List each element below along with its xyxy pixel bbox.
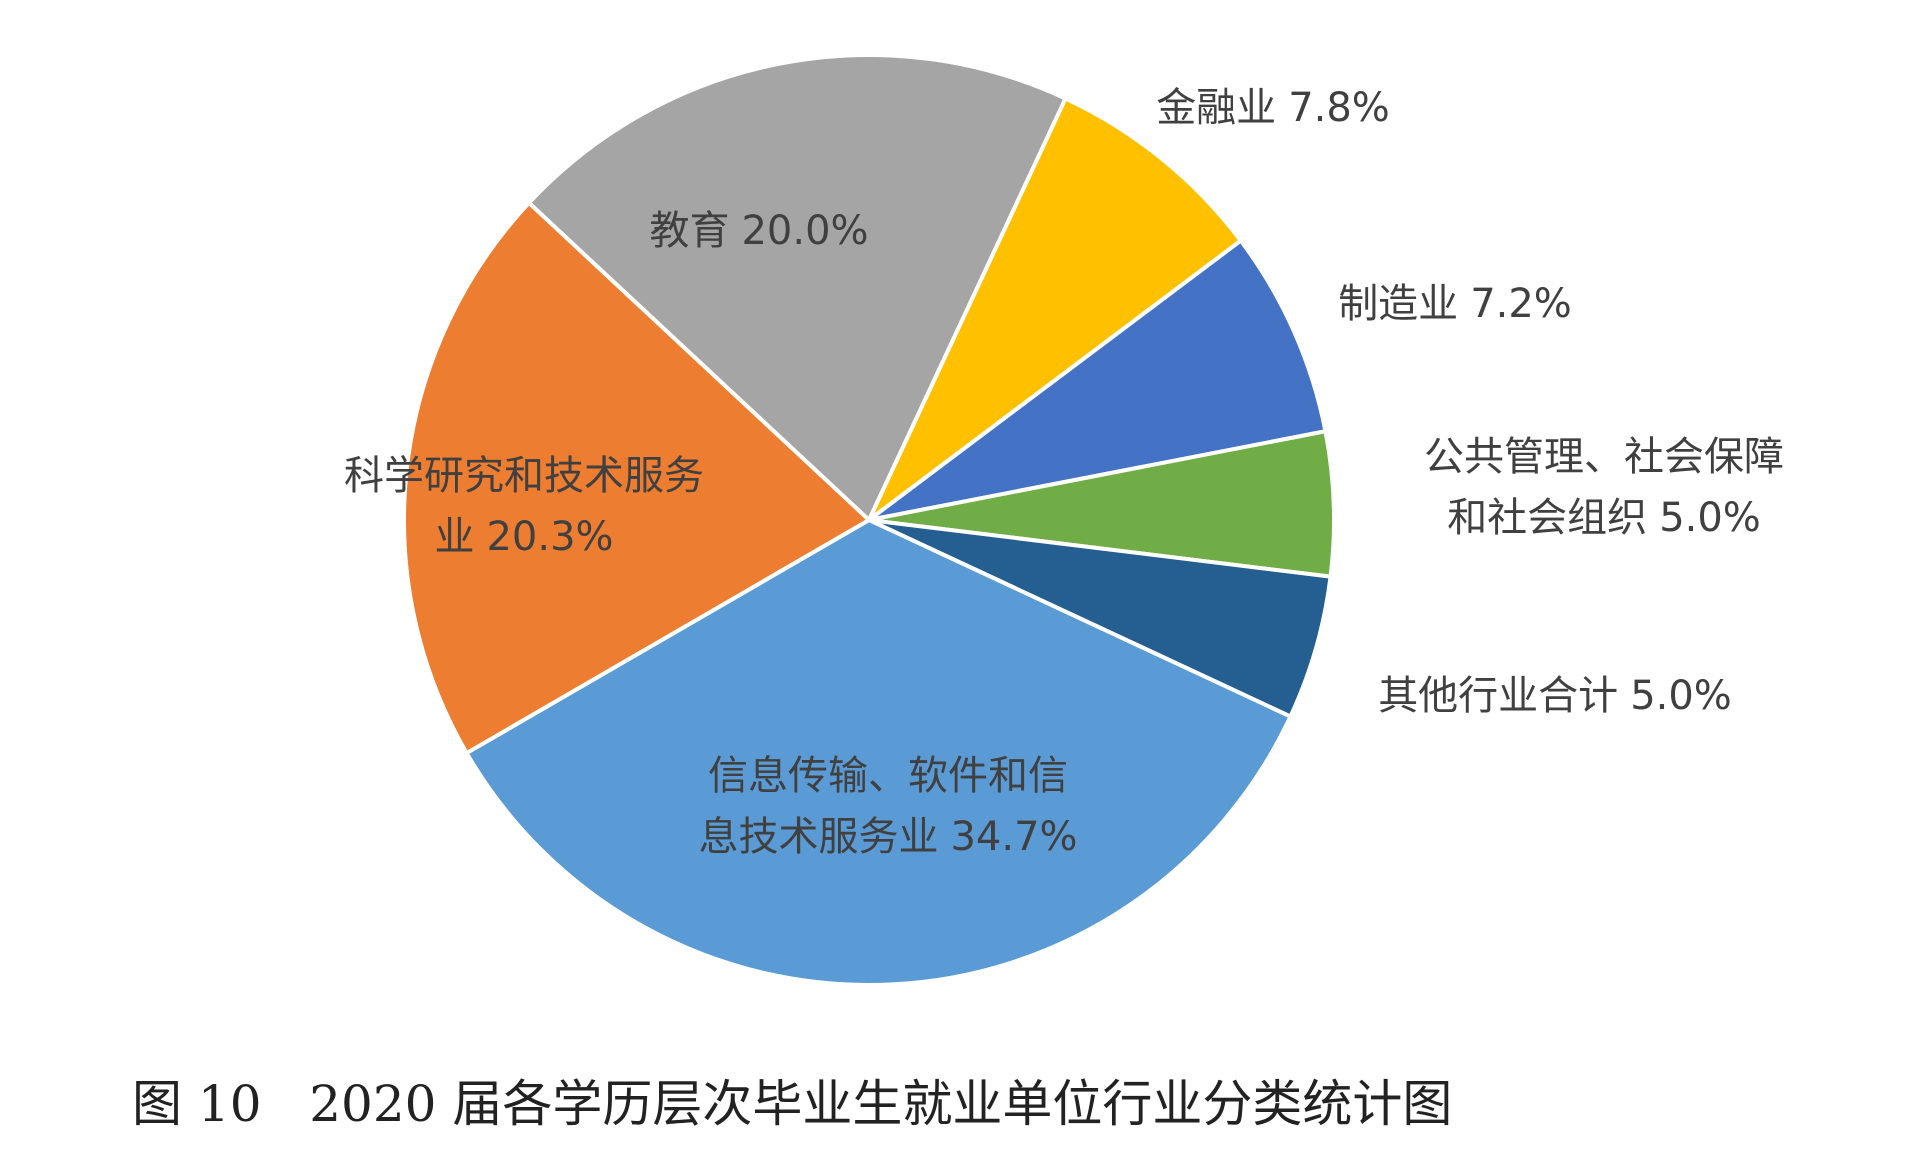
value-label: 7.2% (1470, 281, 1572, 327)
value-label: 5.0% (1630, 673, 1732, 719)
value-label: 5.0% (1659, 495, 1761, 541)
slice-label: 公共管理、社会保障和社会组织 (1424, 434, 1784, 541)
slice-label: 其他行业合计 (1378, 673, 1618, 719)
pie-slice (868, 428, 1336, 579)
slice-label: 制造业 (1338, 281, 1458, 327)
pie-slice (402, 200, 873, 756)
slice-label: 教育 (649, 208, 729, 254)
slice-label: 科学研究和技术服务业 (344, 453, 704, 560)
pie-slice (867, 237, 1328, 522)
value-label: 34.7% (950, 814, 1077, 860)
pie-slice (526, 53, 1069, 524)
value-label: 20.0% (741, 208, 868, 254)
slice-label: 金融业 (1156, 85, 1276, 131)
pie-slice (463, 517, 1294, 987)
pie-slice (868, 518, 1333, 720)
value-label: 20.3% (486, 514, 613, 560)
value-label: 7.8% (1288, 85, 1390, 131)
pie-slice (867, 95, 1244, 522)
slice-label: 信息传输、软件和信息技术服务业 (698, 753, 1068, 860)
chart-title: 图 10 2020 届各学历层次毕业生就业单位行业分类统计图 (132, 1075, 1452, 1133)
